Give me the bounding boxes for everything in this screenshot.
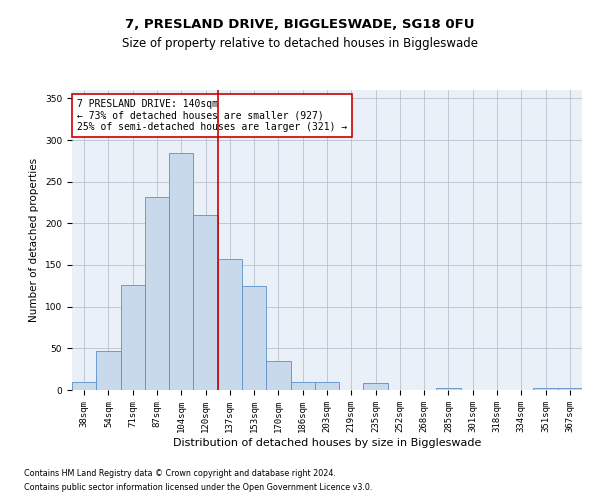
Bar <box>436 388 461 390</box>
Bar <box>242 286 266 390</box>
Bar <box>169 154 193 390</box>
Bar <box>72 382 96 390</box>
Text: 7 PRESLAND DRIVE: 140sqm
← 73% of detached houses are smaller (927)
25% of semi-: 7 PRESLAND DRIVE: 140sqm ← 73% of detach… <box>77 99 347 132</box>
Bar <box>315 382 339 390</box>
Bar <box>193 215 218 390</box>
Bar <box>558 388 582 390</box>
Text: Size of property relative to detached houses in Biggleswade: Size of property relative to detached ho… <box>122 38 478 51</box>
Bar <box>218 259 242 390</box>
Bar <box>145 196 169 390</box>
Bar <box>266 361 290 390</box>
Bar <box>290 382 315 390</box>
Text: Contains HM Land Registry data © Crown copyright and database right 2024.: Contains HM Land Registry data © Crown c… <box>24 468 336 477</box>
Y-axis label: Number of detached properties: Number of detached properties <box>29 158 40 322</box>
Bar <box>96 351 121 390</box>
Bar <box>121 285 145 390</box>
Text: Contains public sector information licensed under the Open Government Licence v3: Contains public sector information licen… <box>24 484 373 492</box>
Text: 7, PRESLAND DRIVE, BIGGLESWADE, SG18 0FU: 7, PRESLAND DRIVE, BIGGLESWADE, SG18 0FU <box>125 18 475 30</box>
Bar <box>364 384 388 390</box>
X-axis label: Distribution of detached houses by size in Biggleswade: Distribution of detached houses by size … <box>173 438 481 448</box>
Bar <box>533 388 558 390</box>
